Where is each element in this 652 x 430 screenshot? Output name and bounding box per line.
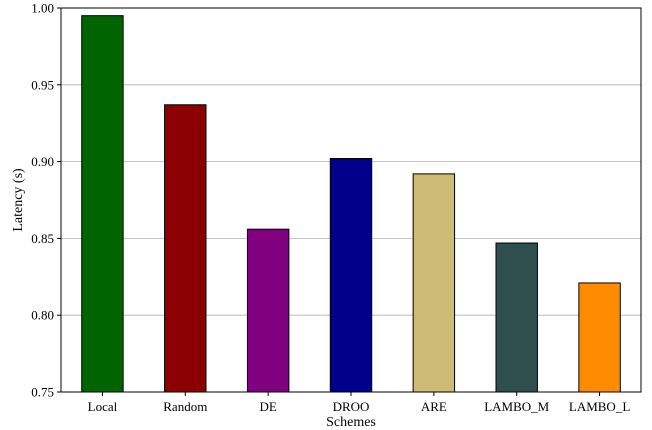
y-axis: 0.75 0.80 0.85 0.90 0.95 1.00 bbox=[31, 1, 61, 400]
y-tick-label: 0.80 bbox=[31, 308, 54, 323]
x-axis-label: Schemes bbox=[326, 415, 376, 430]
x-tick-label: Random bbox=[163, 399, 207, 414]
bar-local bbox=[81, 15, 124, 393]
x-tick-label: LAMBO_M bbox=[484, 399, 549, 414]
x-tick-label: DROO bbox=[333, 399, 370, 414]
x-tick-label: DE bbox=[259, 399, 276, 414]
x-axis: Local Random DE DROO ARE LAMBO_M LAMBO_L bbox=[88, 392, 630, 414]
x-tick-label: LAMBO_L bbox=[569, 399, 630, 414]
bar-lambo-l bbox=[578, 282, 621, 393]
bars-group bbox=[81, 15, 621, 393]
bar-are bbox=[412, 173, 456, 393]
y-tick-label: 0.95 bbox=[31, 77, 54, 92]
bar-droo bbox=[329, 158, 373, 393]
y-axis-label: Latency (s) bbox=[11, 168, 26, 232]
bar-random bbox=[164, 104, 207, 393]
y-tick-label: 0.75 bbox=[31, 385, 54, 400]
y-tick-label: 0.90 bbox=[31, 154, 54, 169]
bar-de bbox=[246, 228, 290, 393]
x-tick-label: ARE bbox=[421, 399, 447, 414]
x-tick-label: Local bbox=[88, 399, 118, 414]
bar-lambo-m bbox=[495, 242, 538, 393]
y-tick-label: 0.85 bbox=[31, 231, 54, 246]
y-tick-label: 1.00 bbox=[31, 1, 54, 16]
